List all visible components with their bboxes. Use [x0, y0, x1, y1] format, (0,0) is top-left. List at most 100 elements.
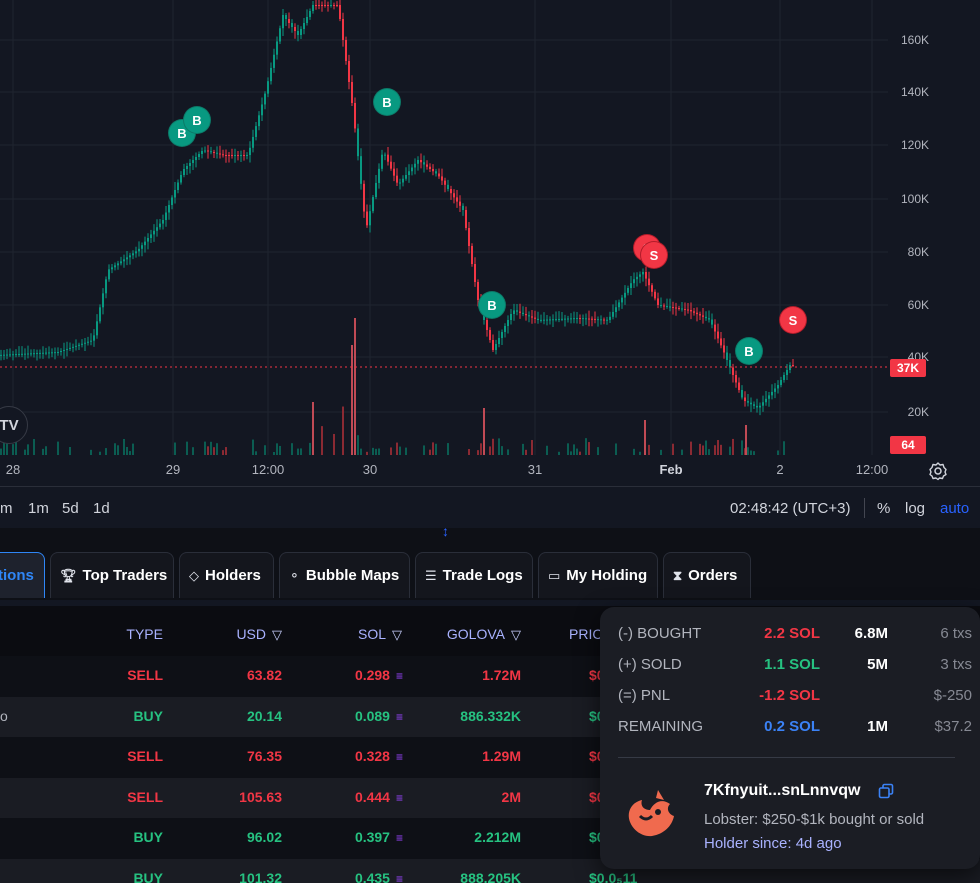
candle [282, 15, 284, 29]
tab-label: My Holding [566, 567, 648, 584]
column-header-golova[interactable]: GOLOVA ▽ [447, 626, 521, 643]
candle [33, 353, 35, 355]
candle [600, 319, 602, 321]
candle [153, 230, 155, 235]
candle [69, 347, 71, 349]
solana-icon: ≡ [395, 871, 403, 883]
candle [177, 182, 179, 190]
column-header-usd[interactable]: USD ▽ [236, 626, 282, 643]
holder-address[interactable]: 7Kfnyuit...snLnnvqw [704, 782, 861, 799]
row-sol-value: 0.298 [354, 667, 390, 683]
candle [258, 115, 260, 127]
sell-marker[interactable]: S [641, 242, 667, 268]
candle [672, 307, 674, 308]
volume-bar [690, 441, 692, 455]
volume-bar [588, 442, 590, 455]
candle [27, 353, 29, 355]
candle [441, 176, 443, 181]
tab-holders[interactable]: ◇ Holders [179, 552, 274, 598]
volume-bar [69, 446, 71, 455]
volume-bar [126, 446, 128, 455]
clock-display[interactable]: 02:48:42 (UTC+3) [730, 500, 851, 517]
tab-orders[interactable]: ⧗ Orders [663, 552, 751, 598]
tab-top-traders[interactable]: 🏆︎ Top Traders [50, 552, 174, 598]
candle [336, 5, 338, 6]
column-header-label: USD [236, 626, 266, 642]
candle [375, 182, 377, 198]
timeframe-button-1m[interactable]: 1m [28, 500, 49, 517]
candle [558, 318, 560, 320]
buy-marker[interactable]: B [736, 338, 762, 364]
copy-icon[interactable] [878, 783, 894, 799]
diamond-icon: ◇ [189, 567, 199, 583]
volume-bar [390, 447, 392, 455]
candle [549, 319, 551, 321]
tab-my-holding[interactable]: ▭ My Holding [538, 552, 658, 598]
tab-transactions[interactable]: tions [0, 552, 45, 598]
candle [249, 147, 251, 155]
candle [561, 318, 563, 320]
candle [57, 352, 59, 353]
price-chart[interactable]: 160K 140K 120K 100K 80K 60K 40K 20K 37K … [0, 0, 980, 486]
resize-handle-icon[interactable]: ↕ [442, 523, 449, 539]
candle [669, 306, 671, 308]
row-sol: 0.328 ≡ [355, 748, 403, 764]
buy-marker[interactable]: B [184, 107, 210, 133]
buy-marker[interactable]: B [169, 120, 195, 146]
log-toggle[interactable]: log [905, 500, 926, 517]
volume-bar [447, 443, 449, 455]
candlestick-chart[interactable] [0, 0, 980, 486]
volume-bar [132, 443, 134, 455]
row-usd: 63.82 [246, 667, 282, 683]
table-row[interactable]: SELL 76.35 0.328 ≡ 1.29M $0 [0, 737, 980, 777]
filter-icon[interactable]: ▽ [392, 627, 402, 642]
candle [96, 321, 98, 336]
table-row[interactable]: SELL 63.82 0.298 ≡ 1.72M $0 [0, 656, 980, 696]
column-header-price[interactable]: PRIC [569, 626, 603, 642]
candle [684, 309, 686, 310]
column-header-sol[interactable]: SOL ▽ [358, 626, 402, 643]
candle [291, 23, 293, 27]
tab-label: tions [0, 567, 34, 584]
time-tick: 12:00 [251, 462, 285, 477]
tab-bubble-maps[interactable]: ⚬ Bubble Maps [279, 552, 410, 598]
settings-icon[interactable] [928, 461, 948, 481]
candle [573, 318, 575, 320]
candle [378, 168, 380, 183]
buy-marker[interactable]: B [374, 89, 400, 115]
volume-bar [207, 446, 209, 455]
candle [12, 354, 14, 356]
volume-bar [615, 443, 617, 455]
filter-icon[interactable]: ▽ [511, 627, 521, 642]
buy-marker[interactable]: B [479, 292, 505, 318]
candle [507, 320, 509, 326]
volume-bar [309, 442, 311, 455]
volume-bar [702, 445, 704, 455]
auto-toggle[interactable]: auto [940, 500, 970, 517]
volume-bar [210, 441, 212, 455]
volume-bar [783, 441, 785, 455]
column-header-type[interactable]: TYPE [126, 626, 163, 642]
panel-divider[interactable] [0, 528, 980, 540]
volume-bar [405, 447, 407, 455]
sell-marker[interactable]: S [780, 307, 806, 333]
candle [714, 324, 716, 332]
candle [474, 264, 476, 282]
volume-bar [660, 449, 662, 455]
candle [678, 308, 680, 309]
timeframe-button-1d[interactable]: 1d [93, 500, 110, 517]
candle [156, 227, 158, 231]
candle [234, 155, 236, 156]
volume-bar [699, 443, 701, 455]
percent-toggle[interactable]: % [877, 500, 891, 517]
tab-trade-logs[interactable]: ☰ Trade Logs [415, 552, 533, 598]
filter-icon[interactable]: ▽ [272, 627, 282, 642]
timeframe-button-5d[interactable]: 5d [62, 500, 79, 517]
candle [453, 193, 455, 198]
candle [60, 350, 62, 352]
candles [0, 0, 794, 416]
candle [636, 276, 638, 280]
candle [657, 298, 659, 305]
volume-bar [741, 440, 743, 455]
timeframe-button[interactable]: m [0, 500, 13, 517]
